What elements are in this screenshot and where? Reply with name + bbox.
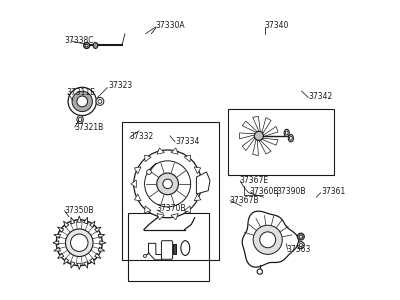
Polygon shape bbox=[54, 235, 60, 239]
Polygon shape bbox=[98, 235, 105, 239]
Polygon shape bbox=[64, 258, 69, 264]
Polygon shape bbox=[194, 167, 201, 174]
Circle shape bbox=[299, 244, 302, 247]
Polygon shape bbox=[259, 140, 271, 154]
Polygon shape bbox=[253, 116, 260, 132]
Polygon shape bbox=[134, 167, 141, 174]
Polygon shape bbox=[157, 148, 164, 154]
Text: 37338C: 37338C bbox=[64, 36, 94, 45]
Circle shape bbox=[298, 233, 304, 240]
Bar bbox=[122, 122, 219, 260]
FancyBboxPatch shape bbox=[162, 241, 173, 259]
Polygon shape bbox=[77, 263, 81, 269]
Polygon shape bbox=[84, 262, 88, 268]
Polygon shape bbox=[98, 247, 105, 251]
Circle shape bbox=[163, 179, 172, 189]
Polygon shape bbox=[184, 206, 190, 213]
Circle shape bbox=[298, 242, 304, 249]
Circle shape bbox=[144, 254, 146, 257]
Circle shape bbox=[70, 234, 88, 251]
Polygon shape bbox=[58, 227, 64, 232]
Polygon shape bbox=[58, 253, 64, 259]
Polygon shape bbox=[253, 140, 258, 155]
Text: 37342: 37342 bbox=[308, 92, 333, 101]
Circle shape bbox=[77, 96, 88, 107]
Polygon shape bbox=[90, 258, 95, 264]
Text: 37367B: 37367B bbox=[230, 196, 259, 205]
Circle shape bbox=[254, 131, 264, 140]
Text: 37340: 37340 bbox=[265, 21, 289, 30]
Circle shape bbox=[134, 150, 202, 218]
Polygon shape bbox=[157, 214, 164, 220]
Circle shape bbox=[66, 229, 93, 256]
Polygon shape bbox=[242, 211, 299, 267]
Circle shape bbox=[72, 91, 92, 112]
Polygon shape bbox=[71, 217, 75, 224]
Ellipse shape bbox=[77, 116, 83, 123]
Polygon shape bbox=[184, 155, 190, 162]
Polygon shape bbox=[54, 247, 60, 251]
Text: 37361: 37361 bbox=[321, 187, 346, 196]
Polygon shape bbox=[145, 206, 151, 213]
Circle shape bbox=[253, 225, 282, 254]
Ellipse shape bbox=[78, 117, 82, 122]
Circle shape bbox=[157, 173, 178, 195]
Polygon shape bbox=[145, 155, 151, 162]
Polygon shape bbox=[90, 221, 95, 227]
Polygon shape bbox=[95, 253, 101, 259]
Text: 37350B: 37350B bbox=[64, 206, 94, 215]
Polygon shape bbox=[196, 172, 210, 194]
Polygon shape bbox=[263, 127, 278, 136]
Polygon shape bbox=[131, 180, 136, 188]
Polygon shape bbox=[95, 227, 101, 232]
Polygon shape bbox=[199, 180, 204, 188]
Ellipse shape bbox=[285, 131, 288, 135]
Text: 37321B: 37321B bbox=[74, 122, 103, 131]
Ellipse shape bbox=[290, 136, 292, 140]
Polygon shape bbox=[134, 194, 141, 201]
Polygon shape bbox=[171, 148, 178, 154]
Polygon shape bbox=[262, 138, 278, 145]
Ellipse shape bbox=[288, 135, 294, 142]
Bar bbox=[128, 213, 209, 281]
Ellipse shape bbox=[284, 129, 289, 137]
Text: 37332: 37332 bbox=[129, 132, 154, 141]
Circle shape bbox=[257, 269, 262, 274]
Circle shape bbox=[144, 161, 191, 207]
Circle shape bbox=[147, 169, 151, 174]
Circle shape bbox=[96, 98, 104, 105]
Polygon shape bbox=[148, 243, 162, 260]
Ellipse shape bbox=[181, 241, 190, 255]
Circle shape bbox=[260, 232, 276, 248]
Bar bbox=[173, 244, 176, 254]
Polygon shape bbox=[242, 137, 255, 151]
Circle shape bbox=[98, 99, 102, 104]
Text: 37390B: 37390B bbox=[276, 187, 306, 196]
Text: 37367E: 37367E bbox=[240, 176, 269, 184]
Text: 37363: 37363 bbox=[287, 245, 311, 254]
Text: 37311E: 37311E bbox=[66, 88, 95, 97]
Polygon shape bbox=[77, 216, 81, 222]
Circle shape bbox=[85, 44, 88, 47]
Text: 37370B: 37370B bbox=[156, 204, 186, 213]
Polygon shape bbox=[262, 118, 271, 134]
Ellipse shape bbox=[93, 43, 98, 48]
Circle shape bbox=[84, 43, 90, 48]
Circle shape bbox=[68, 87, 96, 116]
Polygon shape bbox=[240, 133, 255, 139]
Polygon shape bbox=[242, 121, 257, 132]
Circle shape bbox=[299, 235, 302, 238]
Polygon shape bbox=[194, 194, 201, 201]
Polygon shape bbox=[52, 241, 59, 245]
Polygon shape bbox=[100, 241, 106, 245]
Text: 37334: 37334 bbox=[175, 137, 199, 146]
Polygon shape bbox=[71, 262, 75, 268]
Polygon shape bbox=[171, 214, 178, 220]
Polygon shape bbox=[84, 217, 88, 224]
Text: 37330A: 37330A bbox=[156, 21, 186, 30]
Text: 37323: 37323 bbox=[108, 81, 132, 90]
Text: 37360B: 37360B bbox=[250, 187, 279, 196]
Polygon shape bbox=[64, 221, 69, 227]
Bar bbox=[228, 109, 334, 175]
